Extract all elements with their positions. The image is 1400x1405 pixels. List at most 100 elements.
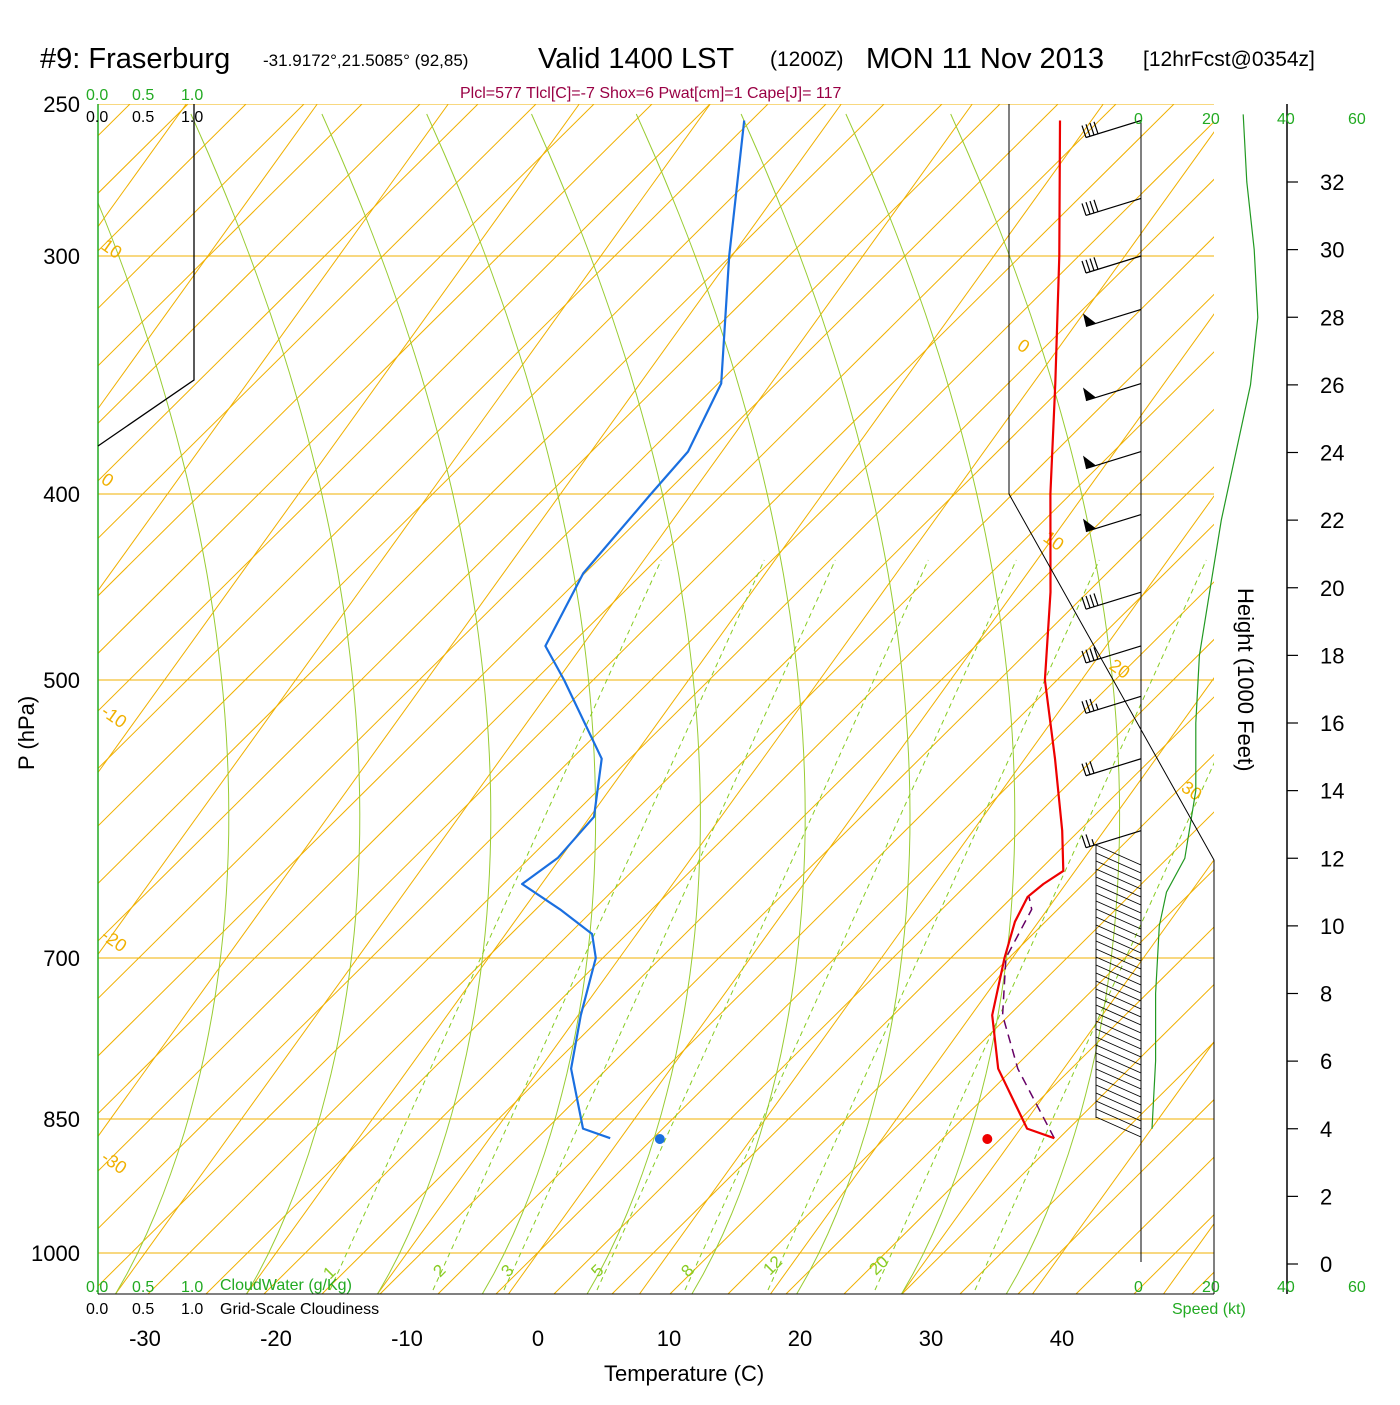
wind-speed-line — [1151, 114, 1259, 1129]
moist-adiabat-line — [845, 113, 1016, 1294]
isotherm-label: -20 — [98, 925, 131, 956]
height-tick-label: 10 — [1320, 914, 1344, 939]
cloudiness-bottom-tick-0: 0.0 — [86, 1301, 108, 1318]
mixing-ratio-line — [767, 559, 1100, 1291]
speed-bottom-tick-60: 60 — [1348, 1279, 1366, 1296]
wind-barb-feather — [1089, 122, 1095, 136]
wind-barb-hatch — [1095, 932, 1142, 954]
moist-adiabat-line — [190, 113, 361, 1294]
mixing-ratio-line — [503, 559, 836, 1291]
isotherm-label: -30 — [98, 1147, 131, 1178]
isotherm-label: 10 — [98, 235, 126, 263]
dry-adiabat-line — [553, 638, 1214, 1294]
wind-barb-feather — [1093, 257, 1099, 270]
station-title: #9: Fraserburg — [40, 43, 230, 75]
wind-barb-feather — [1085, 595, 1091, 609]
wind-barb-hatch — [1095, 972, 1142, 994]
wind-barb-hatch — [1095, 884, 1142, 906]
speed-axis-label: Speed (kt) — [1172, 1301, 1246, 1318]
speed-top-tick-60: 60 — [1348, 111, 1366, 128]
x-axis-title: Temperature (C) — [604, 1361, 764, 1386]
dry-adiabat-line — [98, 178, 1214, 1287]
pressure-tick-label: 400 — [43, 482, 80, 507]
utc-time: (1200Z) — [770, 48, 844, 71]
wind-barb-hatch — [1095, 1012, 1142, 1034]
wind-barb-hatch — [1095, 1092, 1142, 1114]
cloudiness-tick-2: 1.0 — [181, 109, 203, 126]
wind-barb-hatch — [1095, 1068, 1142, 1090]
speed-bottom-tick-20: 20 — [1202, 1279, 1220, 1296]
wind-barb-feather — [1093, 593, 1099, 606]
wind-barb-feather — [1085, 202, 1091, 215]
dry-adiabat-line — [98, 104, 305, 309]
wind-barb-hatch — [1095, 980, 1142, 1002]
wind-barb-feather — [1085, 762, 1091, 775]
speed-bottom-tick-40: 40 — [1277, 1279, 1295, 1296]
wind-barb-pennant — [1083, 313, 1096, 327]
wind-barb-feather — [1081, 763, 1087, 776]
speed-top-tick-40: 40 — [1277, 111, 1295, 128]
mixing-ratio-line — [596, 559, 929, 1291]
dry-adiabat-line — [98, 104, 537, 540]
cloudwater-bottom-tick-2: 1.0 — [181, 1279, 203, 1296]
height-tick-label: 14 — [1320, 779, 1344, 804]
wind-barb-feather — [1081, 835, 1087, 848]
valid-time: Valid 1400 LST — [538, 43, 734, 75]
wind-barb-feather — [1085, 834, 1091, 847]
wind-barb-hatch — [1095, 868, 1142, 890]
wind-barb-hatch — [1095, 908, 1142, 930]
wind-barb-feather — [1085, 259, 1091, 272]
parcel-trace-line — [1001, 896, 1055, 1139]
wind-barb-hatch — [1095, 1052, 1142, 1074]
wind-barb-hatch — [1095, 1076, 1142, 1098]
wind-barb-hatch — [1095, 1036, 1142, 1058]
x-tick-label: 40 — [1050, 1326, 1074, 1351]
speed-top-tick-20: 20 — [1202, 111, 1220, 128]
dry-adiabat-line — [98, 104, 1117, 1115]
wind-barb-hatch — [1095, 852, 1142, 874]
wind-barb-pennant — [1083, 518, 1096, 532]
x-tick-label: 10 — [657, 1326, 681, 1351]
speed-bottom-tick-0: 0 — [1134, 1279, 1143, 1296]
height-tick-label: 20 — [1320, 576, 1344, 601]
isotherm-label: 0 — [98, 469, 118, 491]
height-tick-label: 4 — [1320, 1117, 1332, 1142]
dry-adiabat-line — [379, 466, 1214, 1294]
wind-barb-staff — [1085, 695, 1142, 714]
moist-adiabat-line — [950, 113, 1121, 1294]
isotherm-line — [98, 104, 842, 1138]
wind-barb-staff — [1085, 645, 1142, 664]
wind-barb-feather — [1081, 125, 1087, 138]
wind-barb-hatch — [1095, 1004, 1142, 1026]
wind-barb-feather — [1085, 124, 1091, 137]
x-tick-label: -10 — [391, 1326, 423, 1351]
y-axis-title: P (hPa) — [14, 696, 39, 770]
dry-adiabat-line — [843, 926, 1214, 1294]
x-tick-label: 30 — [919, 1326, 943, 1351]
surface-dewpoint-marker — [654, 1134, 665, 1144]
moist-adiabat-line — [635, 113, 806, 1294]
station-coords: -31.9172°,21.5085° (92,85) — [263, 51, 468, 70]
dry-adiabat-line — [98, 104, 1001, 1000]
isotherm-line — [98, 104, 318, 410]
mixing-ratio-label: 20 — [865, 1252, 892, 1279]
height-tick-label: 18 — [1320, 643, 1344, 668]
dry-adiabat-line — [98, 104, 1175, 1172]
wind-barb-feather — [1081, 596, 1087, 610]
wind-barb-feather — [1089, 594, 1095, 607]
isotherm-line — [115, 104, 973, 1294]
dry-adiabat-line — [263, 351, 1214, 1294]
dry-adiabat-line — [98, 121, 1214, 1230]
wind-barb-hatch — [1095, 1044, 1142, 1066]
wind-barb-staff — [1085, 382, 1142, 402]
wind-barb-feather — [1093, 647, 1099, 660]
height-tick-label: 2 — [1320, 1184, 1332, 1209]
dry-adiabat-line — [98, 104, 1059, 1057]
mixing-ratio-label: 2 — [429, 1261, 449, 1281]
cloudiness-tick-0: 0.0 — [86, 109, 108, 126]
dry-adiabat-line — [0, 104, 14, 1294]
mixing-ratio-label: 3 — [497, 1261, 517, 1281]
pressure-tick-label: 300 — [43, 244, 80, 269]
height-tick-label: 24 — [1320, 441, 1344, 466]
